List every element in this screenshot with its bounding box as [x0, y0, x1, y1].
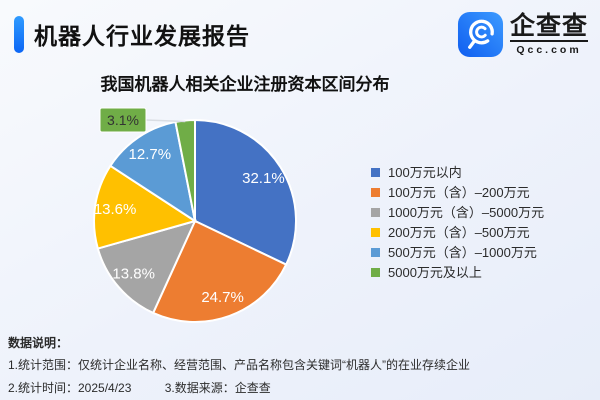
note-scope: 1.统计范围：仅统计企业名称、经营范围、产品名称包含关键词“机器人”的在业存续企…	[8, 358, 471, 372]
pie-slice-4	[109, 120, 197, 224]
notes-heading: 数据说明：	[8, 336, 69, 350]
pie-slice-2	[96, 219, 197, 315]
legend-item-3: 200万元（含）–500万元	[371, 226, 544, 240]
chart-title: 我国机器人相关企业注册资本区间分布	[100, 75, 390, 94]
pie-chart: 32.1% 24.7% 13.8% 13.6% 12.7% 3.1%	[93, 107, 297, 323]
legend-swatch-2	[371, 208, 380, 218]
pie-callout-box	[99, 107, 147, 133]
legend-swatch-5	[371, 268, 380, 278]
note-row: 2.统计时间：2025/4/23 3.数据来源：企查查	[8, 379, 271, 396]
legend-label-2: 1000万元（含）–5000万元	[388, 205, 545, 220]
legend-item-4: 500万元（含）–1000万元	[371, 246, 544, 260]
legend-item-1: 100万元（含）–200万元	[371, 186, 544, 200]
pie-slice-1	[151, 219, 288, 323]
pie-label-1: 24.7%	[201, 289, 244, 306]
legend-label-0: 100万元以内	[388, 165, 462, 180]
legend-label-3: 200万元（含）–500万元	[388, 225, 530, 240]
legend-item-0: 100万元以内	[371, 166, 544, 180]
pie-label-5: 3.1%	[107, 112, 139, 128]
qcc-logo: 企查查 Qcc.com	[457, 11, 588, 58]
qcc-brand-name: 企查查	[509, 13, 588, 43]
legend-swatch-1	[371, 188, 380, 198]
note-time: 2.统计时间：2025/4/23	[8, 381, 132, 395]
legend-item-5: 5000万元及以上	[371, 266, 544, 280]
legend-label-4: 500万元（含）–1000万元	[388, 245, 537, 260]
pie-label-0: 32.1%	[242, 170, 285, 187]
legend-item-2: 1000万元（含）–5000万元	[371, 206, 544, 220]
title-accent-bar	[14, 16, 24, 53]
legend-swatch-4	[371, 248, 380, 258]
pie-label-4: 12.7%	[129, 146, 172, 163]
pie-slice-0	[194, 118, 297, 266]
qcc-domain: Qcc.com	[516, 44, 582, 57]
pie-slice-3	[93, 164, 198, 250]
pie-callout-line	[145, 119, 186, 123]
pie-label-2: 13.8%	[112, 266, 155, 283]
qcc-logo-icon	[457, 11, 504, 58]
qcc-logo-text: 企查查 Qcc.com	[509, 13, 588, 57]
note-source: 3.数据来源：企查查	[164, 381, 271, 395]
report-title: 机器人行业发展报告	[34, 23, 250, 49]
legend-label-5: 5000万元及以上	[388, 265, 482, 280]
pie-label-3: 13.6%	[94, 201, 137, 218]
legend-label-1: 100万元（含）–200万元	[388, 185, 530, 200]
legend-swatch-3	[371, 228, 380, 238]
pie-legend: 100万元以内 100万元（含）–200万元 1000万元（含）–5000万元 200…	[371, 166, 544, 286]
legend-swatch-0	[371, 168, 380, 178]
